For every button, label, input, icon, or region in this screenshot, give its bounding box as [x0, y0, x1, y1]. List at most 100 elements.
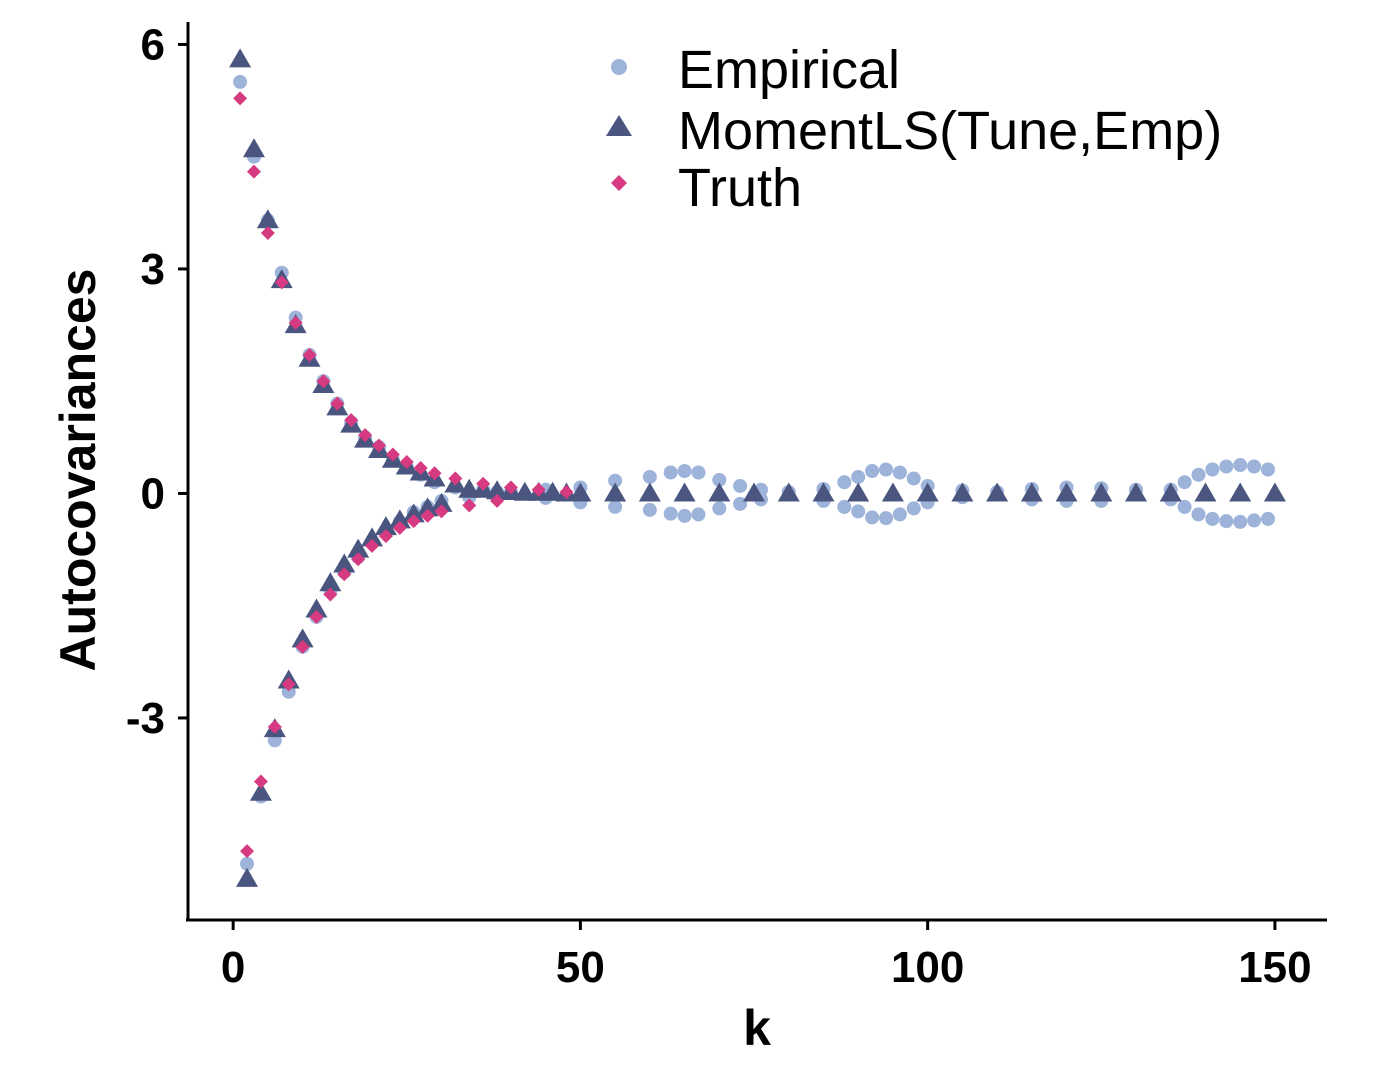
- data-point-triangle: [374, 516, 397, 536]
- data-point-circle: [837, 499, 852, 514]
- legend-marker-circle: [611, 59, 627, 75]
- data-point-triangle: [249, 781, 272, 801]
- data-point-circle: [712, 501, 727, 516]
- x-tick-label: 150: [1238, 943, 1311, 992]
- data-point-triangle: [229, 48, 252, 68]
- data-point-circle: [892, 465, 907, 480]
- data-point-triangle: [1055, 482, 1078, 502]
- data-point-triangle: [486, 480, 509, 500]
- data-point-diamond: [531, 482, 546, 497]
- x-tick-label: 100: [891, 943, 964, 992]
- data-point-circle: [1247, 459, 1262, 474]
- data-point-triangle: [319, 572, 342, 592]
- data-point-circle: [608, 473, 623, 488]
- data-point-diamond: [427, 466, 442, 481]
- data-point-diamond: [399, 455, 414, 470]
- data-point-circle: [892, 507, 907, 522]
- data-point-circle: [1247, 513, 1262, 528]
- data-point-diamond: [260, 226, 275, 241]
- data-point-diamond: [490, 493, 505, 508]
- y-tick-label: -3: [126, 694, 165, 743]
- data-point-diamond: [448, 471, 463, 486]
- data-point-circle: [851, 469, 866, 484]
- data-point-triangle: [402, 503, 425, 523]
- data-point-circle: [677, 508, 692, 523]
- data-point-triangle: [812, 482, 835, 502]
- x-axis-title: k: [743, 1000, 771, 1056]
- data-point-triangle: [569, 482, 592, 502]
- data-point-circle: [691, 465, 706, 480]
- data-point-circle: [1177, 475, 1192, 490]
- data-point-circle: [906, 471, 921, 486]
- data-point-triangle: [1125, 482, 1148, 502]
- data-point-diamond: [253, 774, 268, 789]
- legend-label: MomentLS(Tune,Emp): [678, 101, 1222, 161]
- data-point-diamond: [288, 315, 303, 330]
- data-point-triangle: [333, 553, 356, 573]
- data-point-circle: [1219, 459, 1234, 474]
- data-point-triangle: [1020, 482, 1043, 502]
- x-axis-ticks: 0 50 100 150: [221, 920, 1312, 992]
- data-point-circle: [1191, 507, 1206, 522]
- data-point-diamond: [559, 484, 574, 499]
- data-point-triangle: [708, 482, 731, 502]
- data-point-diamond: [351, 552, 366, 567]
- data-point-triangle: [291, 628, 314, 648]
- data-point-circle: [851, 504, 866, 519]
- data-point-circle: [677, 464, 692, 478]
- data-point-triangle: [916, 482, 939, 502]
- data-point-triangle: [986, 482, 1009, 502]
- data-point-circle: [733, 478, 748, 493]
- series-truth: [233, 91, 574, 859]
- data-point-diamond: [406, 514, 421, 529]
- data-point-triangle: [743, 482, 766, 502]
- data-point-diamond: [434, 504, 449, 519]
- legend-label: Empirical: [678, 40, 900, 100]
- data-point-circle: [1177, 499, 1192, 514]
- legend-label: Truth: [678, 158, 802, 218]
- data-point-circle: [1260, 511, 1275, 526]
- data-point-circle: [1205, 462, 1220, 477]
- data-point-diamond: [413, 461, 428, 476]
- data-point-diamond: [330, 396, 345, 411]
- data-point-triangle: [256, 209, 279, 229]
- data-point-triangle: [361, 527, 384, 547]
- data-point-diamond: [240, 844, 255, 859]
- data-point-circle: [837, 475, 852, 490]
- data-point-triangle: [1090, 482, 1113, 502]
- data-point-circle: [608, 499, 623, 514]
- data-point-triangle: [1194, 482, 1217, 502]
- data-point-circle: [865, 464, 880, 478]
- data-point-triangle: [638, 482, 661, 502]
- x-tick-label: 0: [221, 943, 245, 992]
- data-point-circle: [878, 511, 893, 526]
- data-point-triangle: [777, 482, 800, 502]
- data-point-diamond: [462, 498, 477, 513]
- data-point-diamond: [378, 529, 393, 544]
- data-point-triangle: [951, 482, 974, 502]
- data-point-diamond: [420, 508, 435, 523]
- legend-item-truth: Truth: [611, 158, 802, 218]
- data-point-diamond: [337, 567, 352, 582]
- data-point-circle: [1219, 514, 1234, 529]
- data-point-circle: [1233, 458, 1248, 473]
- data-point-triangle: [458, 478, 481, 498]
- legend-marker-diamond: [611, 175, 627, 191]
- data-point-circle: [906, 501, 921, 516]
- data-point-circle: [642, 502, 657, 517]
- data-point-circle: [878, 462, 893, 477]
- data-point-circle: [663, 506, 678, 521]
- data-point-diamond: [267, 719, 282, 734]
- data-point-diamond: [233, 91, 248, 106]
- y-tick-label: 0: [141, 469, 165, 518]
- data-point-triangle: [1263, 482, 1286, 502]
- data-point-diamond: [323, 587, 338, 602]
- data-point-diamond: [281, 677, 296, 692]
- data-point-diamond: [309, 609, 324, 624]
- data-point-triangle: [1159, 482, 1182, 502]
- data-point-diamond: [385, 447, 400, 462]
- legend-item-empirical: Empirical: [611, 40, 900, 100]
- y-axis-title: Autocovariances: [50, 269, 106, 672]
- data-point-circle: [240, 856, 255, 871]
